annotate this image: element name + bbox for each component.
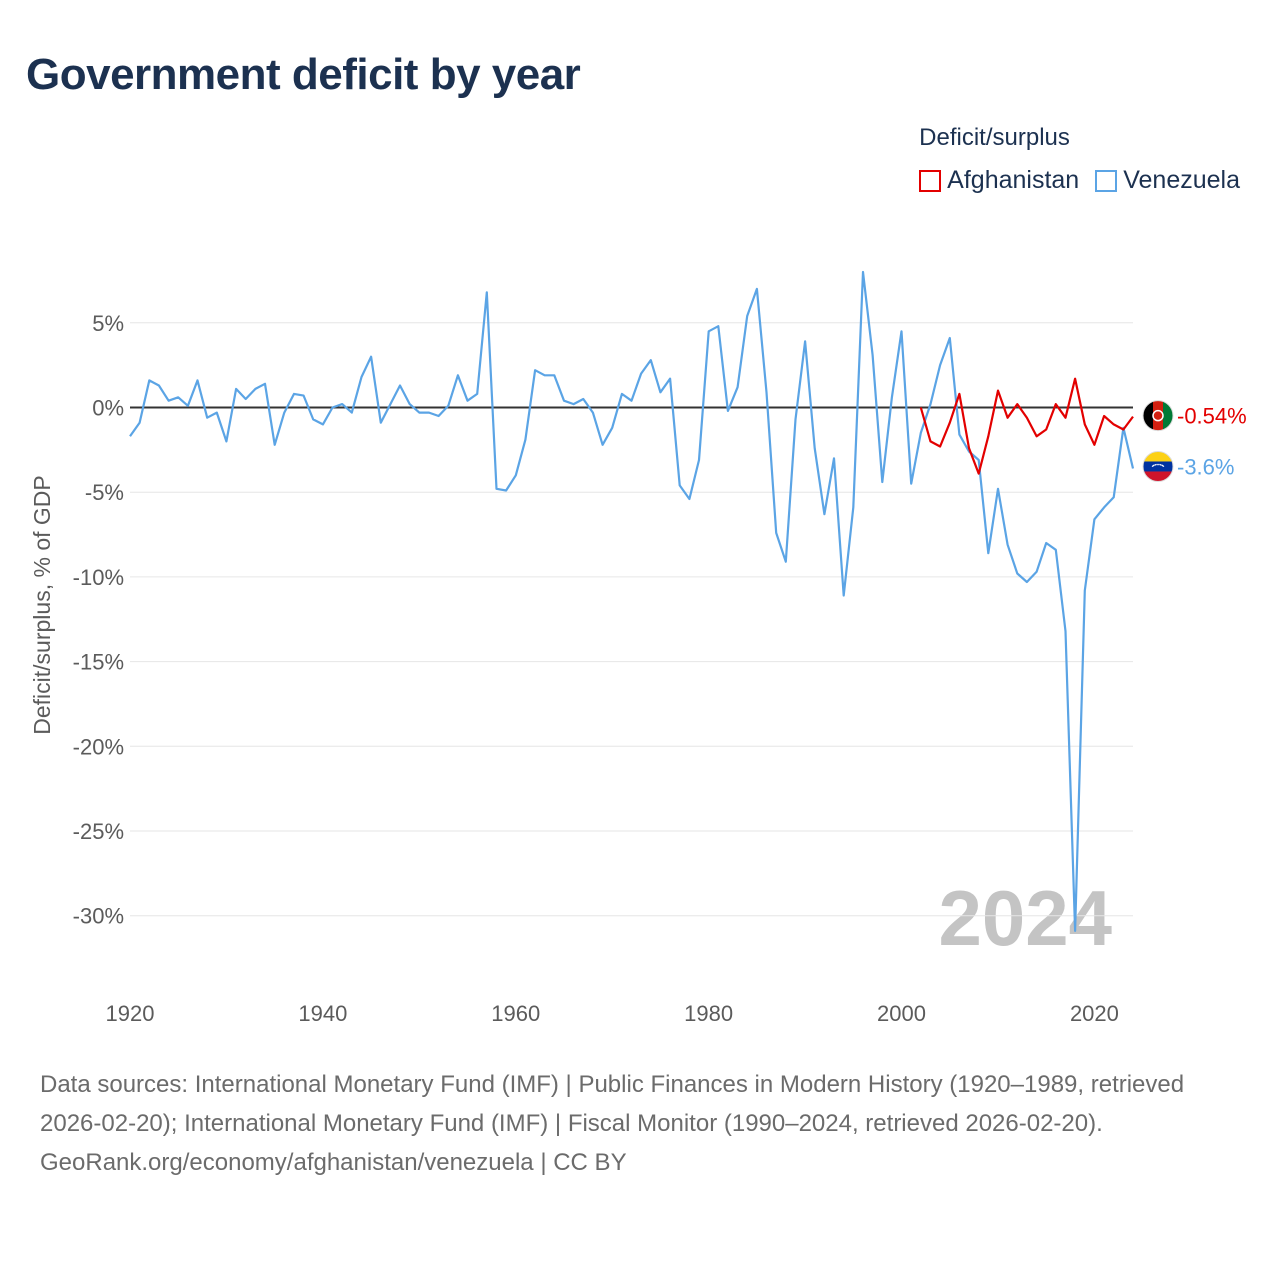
- y-axis-label: Deficit/surplus, % of GDP: [29, 475, 55, 734]
- legend-swatch-afghanistan: [919, 169, 942, 192]
- y-tick-label: -30%: [73, 904, 124, 929]
- legend-swatch-venezuela: [1095, 169, 1118, 192]
- legend-label-afghanistan: Afghanistan: [947, 166, 1080, 194]
- legend-item-venezuela[interactable]: Venezuela: [1095, 166, 1240, 195]
- y-tick-label: 5%: [92, 311, 124, 336]
- x-tick-label: 2020: [1070, 1001, 1119, 1026]
- y-tick-label: 0%: [92, 396, 124, 421]
- end-label-afghanistan: -0.54%: [1177, 404, 1247, 429]
- legend-title: Deficit/surplus: [919, 124, 1070, 151]
- legend-label-venezuela: Venezuela: [1123, 166, 1240, 194]
- x-tick-label: 1960: [491, 1001, 540, 1026]
- footer: Data sources: International Monetary Fun…: [40, 1065, 1240, 1182]
- x-tick-label: 1920: [106, 1001, 155, 1026]
- x-tick-label: 2000: [877, 1001, 926, 1026]
- y-tick-label: -5%: [85, 480, 124, 505]
- series-line-venezuela: [129, 270, 1135, 933]
- chart-title: Government deficit by year: [26, 50, 581, 99]
- x-tick-label: 1940: [298, 1001, 347, 1026]
- x-tick-label: 1980: [684, 1001, 733, 1026]
- series-line-afghanistan: [919, 377, 1134, 475]
- credit-link[interactable]: GeoRank.org/economy/afghanistan/venezuel…: [40, 1149, 627, 1176]
- y-tick-label: -10%: [73, 565, 124, 590]
- y-tick-label: -25%: [73, 819, 124, 844]
- y-tick-label: -15%: [73, 650, 124, 675]
- venezuela-flag: [1142, 450, 1174, 482]
- year-watermark: 2024: [938, 874, 1112, 962]
- end-label-venezuela: -3.6%: [1177, 454, 1234, 479]
- legend-item-afghanistan[interactable]: Afghanistan: [919, 166, 1079, 195]
- data-sources: Data sources: International Monetary Fun…: [40, 1071, 1185, 1137]
- line-chart: 2024 5% 0% -5% -10% -15% -20% -25% -30% 1920 1940 1…: [29, 270, 1247, 1026]
- legend: Deficit/surplus Afghanistan Venezuela: [919, 124, 1240, 195]
- y-tick-label: -20%: [73, 734, 124, 759]
- afghanistan-flag: [1142, 400, 1174, 432]
